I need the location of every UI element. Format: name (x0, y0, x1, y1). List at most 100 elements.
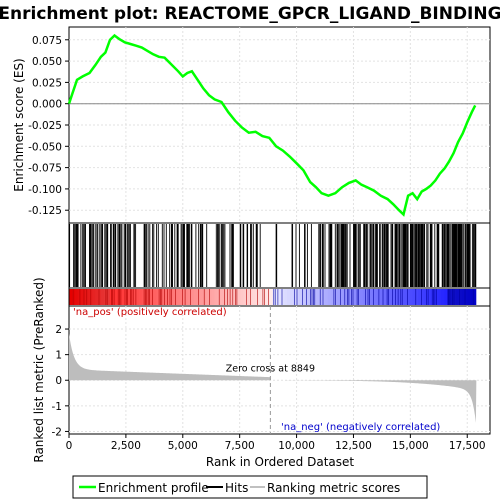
gradient-cell (389, 289, 393, 305)
gradient-cell (394, 289, 399, 305)
gradient-cell (418, 289, 422, 305)
gradient-cell (453, 289, 457, 305)
gradient-cell (118, 289, 122, 305)
metric-ytick-label: -1 (52, 401, 62, 413)
gradient-cell (432, 289, 437, 305)
gradient-cell (240, 289, 245, 305)
gradient-cell (458, 289, 463, 305)
x-tick-label: 5,000 (168, 440, 198, 452)
gradient-cell (263, 289, 268, 305)
es-ytick-label: -0.075 (28, 163, 62, 175)
gradient-cell (455, 289, 460, 305)
gradient-cell (339, 289, 344, 305)
gradient-cell (316, 289, 320, 305)
metric-ytick-label: 1 (55, 350, 62, 362)
gradient-cell (89, 289, 93, 305)
gradient-cell (205, 289, 210, 305)
gradient-cell (359, 289, 364, 305)
hits-panel (68, 222, 491, 289)
zero-cross-label: Zero cross at 8849 (226, 363, 315, 374)
gradient-cell (80, 289, 85, 305)
gradient-cell (354, 289, 358, 305)
x-axis: 0 2,500 5,000 7,500 10,000 12,500 15,000 17,500 (66, 434, 486, 452)
gradient-cell (450, 289, 454, 305)
gradient-cell (421, 289, 425, 305)
gradient-cell (255, 289, 259, 305)
gradient-cell (226, 289, 230, 305)
gradient-cell (231, 289, 236, 305)
es-ytick-label: 0.050 (32, 56, 62, 68)
gradient-cell (269, 289, 274, 305)
gradient-cell (266, 289, 271, 305)
gradient-cell (403, 289, 408, 305)
gradient-cell (153, 289, 157, 305)
x-tick-label: 17,500 (449, 440, 486, 452)
x-tick-label: 7,500 (225, 440, 255, 452)
gradient-cell (383, 289, 387, 305)
gradient-cell (322, 289, 326, 305)
gradient-cell (106, 289, 111, 305)
chart-title: Enrichment plot: REACTOME_GPCR_LIGAND_BI… (0, 4, 500, 24)
gradient-cell (156, 289, 160, 305)
gradient-cell (461, 289, 466, 305)
gradient-cell (135, 289, 140, 305)
gradient-cell (138, 289, 143, 305)
gradient-cell (162, 289, 166, 305)
es-ytick-label: -0.025 (28, 120, 62, 132)
gradient-cell (438, 289, 443, 305)
gradient-cell (429, 289, 434, 305)
gradient-cell (202, 289, 207, 305)
gradient-cell (307, 289, 312, 305)
gradient-cell (214, 289, 218, 305)
gradient-cell (293, 289, 297, 305)
gradient-cell (281, 289, 285, 305)
metric-ytick-label: 0 (55, 375, 62, 387)
metric-frame (68, 305, 491, 435)
gradient-cell (374, 289, 379, 305)
gradient-cell (278, 289, 282, 305)
gradient-cell (220, 289, 224, 305)
gradient-cell (284, 289, 288, 305)
gradient-cell (441, 289, 445, 305)
gradient-cell (423, 289, 428, 305)
gradient-cell (237, 289, 242, 305)
gradient-cell (179, 289, 184, 305)
gradient-cell (170, 289, 175, 305)
gradient-cell (386, 289, 390, 305)
es-ytick-label: -0.050 (28, 141, 62, 153)
gradient-cell (325, 289, 329, 305)
gradient-cell (348, 289, 352, 305)
gradient-cell (165, 289, 169, 305)
gradient-cell (426, 289, 431, 305)
gradient-cell (298, 289, 303, 305)
gradient-cell (182, 289, 186, 305)
gradient-cell (287, 289, 291, 305)
gradient-cell (301, 289, 306, 305)
gradient-cell (319, 289, 323, 305)
gradient-cell (69, 289, 73, 305)
neg-correlated-label: 'na_neg' (negatively correlated) (281, 422, 440, 433)
legend: Enrichment profile Hits Ranking metric s… (72, 475, 428, 499)
gradient-cell (470, 289, 475, 305)
gradient-cell (176, 289, 181, 305)
gradient-cell (397, 289, 402, 305)
gradient-cell (86, 289, 90, 305)
gradient-cell (188, 289, 192, 305)
gradient-cell (275, 289, 280, 305)
gradient-cell (115, 289, 120, 305)
legend-label-ranking: Ranking metric scores (267, 481, 400, 495)
gradient-cell (447, 289, 451, 305)
gradient-cell (133, 289, 137, 305)
gradient-cell (342, 289, 347, 305)
metric-ytick-label: -2 (52, 426, 62, 438)
gradient-cell (121, 289, 125, 305)
gradient-cell (211, 289, 216, 305)
gradient-cell (127, 289, 131, 305)
x-tick-label: 12,500 (335, 440, 372, 452)
pos-correlated-label: 'na_pos' (positively correlated) (73, 307, 227, 318)
gradient-cell (313, 289, 317, 305)
legend-label-hits: Hits (225, 481, 248, 495)
gradient-cell (159, 289, 163, 305)
gradient-cell (249, 289, 253, 305)
gradient-cell (167, 289, 172, 305)
